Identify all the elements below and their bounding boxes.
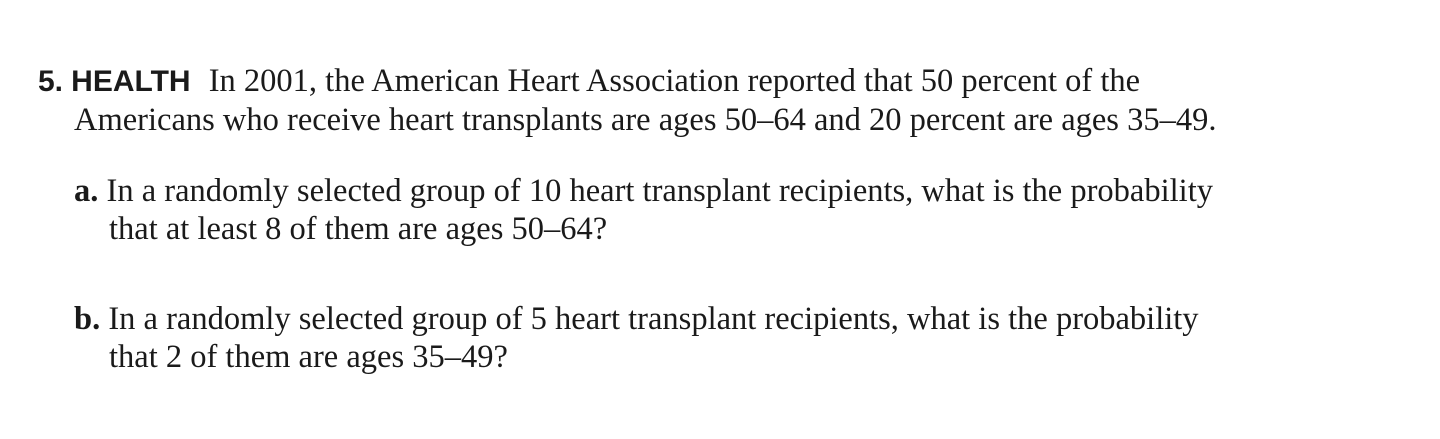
part-a: a. In a randomly selected group of 10 he… (74, 172, 1414, 248)
part-b: b. In a randomly selected group of 5 hea… (74, 300, 1414, 376)
part-b-label: b. (74, 301, 101, 337)
problem-5: 5. HEALTH In 2001, the American Heart As… (38, 62, 1418, 139)
part-a-line-2: that at least 8 of them are ages 50–64? (109, 211, 608, 247)
problem-topic: HEALTH (71, 65, 191, 98)
part-b-text-1: In a randomly selected group of 5 heart … (108, 301, 1199, 337)
problem-stem-text-1: In 2001, the American Heart Association … (208, 63, 1141, 99)
part-b-line-2: that 2 of them are ages 35–49? (109, 339, 508, 375)
part-a-text-1: In a randomly selected group of 10 heart… (106, 173, 1213, 209)
problem-stem-line-1: 5. HEALTH In 2001, the American Heart As… (38, 62, 1418, 101)
problem-stem-line-2: Americans who receive heart transplants … (74, 102, 1217, 138)
problem-number: 5. (38, 65, 64, 98)
part-b-line-1: b. In a randomly selected group of 5 hea… (74, 300, 1414, 338)
part-a-label: a. (74, 173, 99, 209)
part-a-line-1: a. In a randomly selected group of 10 he… (74, 172, 1414, 210)
